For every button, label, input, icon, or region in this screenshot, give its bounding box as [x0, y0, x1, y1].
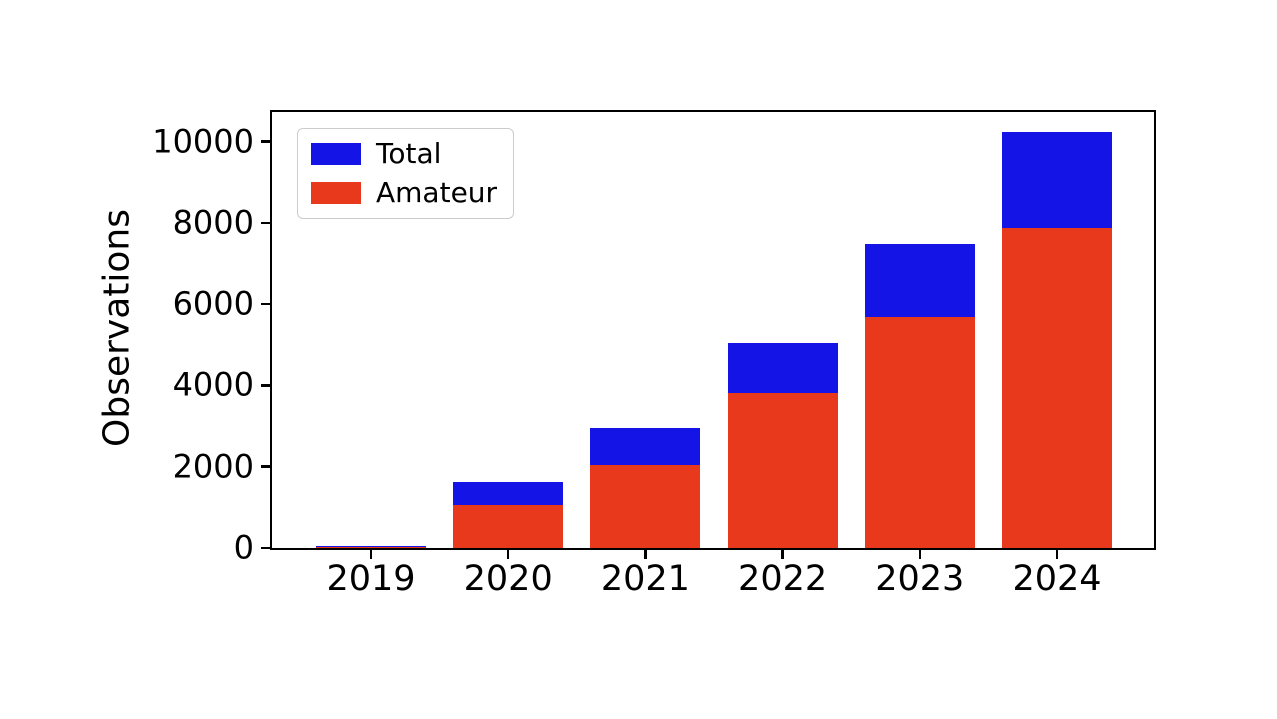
- y-tick: [261, 221, 270, 225]
- y-tick: [261, 465, 270, 468]
- bar-total-2019: [316, 545, 426, 548]
- y-tick: [261, 384, 270, 387]
- y-tick-label: 2000: [172, 447, 254, 486]
- x-tick: [369, 550, 373, 559]
- x-tick-label: 2023: [875, 559, 965, 599]
- x-tick: [781, 550, 784, 559]
- legend-label: Amateur: [376, 176, 498, 209]
- y-tick-label: 8000: [172, 203, 254, 242]
- x-tick-label: 2024: [1012, 559, 1102, 599]
- x-tick: [644, 550, 647, 559]
- y-axis-label: Observations: [96, 209, 138, 447]
- legend-item-total: Total: [311, 140, 497, 168]
- y-tick-label: 0: [233, 528, 254, 567]
- bar-amateur-2021: [590, 465, 701, 548]
- x-tick-label: 2019: [326, 559, 416, 599]
- x-tick-label: 2020: [463, 559, 553, 599]
- x-tick: [918, 550, 922, 559]
- legend: Total Amateur: [297, 128, 515, 219]
- x-tick: [1055, 550, 1059, 559]
- x-tick-label: 2022: [738, 559, 828, 599]
- bar-amateur-2024: [1002, 228, 1112, 548]
- y-tick-label: 10000: [152, 121, 254, 160]
- y-tick: [261, 140, 270, 143]
- y-tick: [261, 302, 270, 306]
- x-tick: [506, 550, 510, 559]
- bar-amateur-2022: [727, 393, 838, 548]
- x-tick-label: 2021: [600, 559, 690, 599]
- bar-amateur-2019: [316, 547, 426, 548]
- y-tick-label: 6000: [172, 284, 254, 323]
- y-tick-label: 4000: [172, 365, 254, 404]
- bar-amateur-2023: [864, 317, 975, 548]
- y-tick: [261, 546, 270, 550]
- legend-swatch-amateur: [311, 182, 361, 204]
- legend-swatch-total: [311, 143, 361, 165]
- plot-area: 0 2000 4000 6000 8000 10000 2019 2020 2021 2022 2…: [152, 110, 1156, 597]
- legend-label: Total: [376, 137, 442, 170]
- bar-amateur-2020: [453, 505, 564, 548]
- legend-item-amateur: Amateur: [311, 179, 497, 207]
